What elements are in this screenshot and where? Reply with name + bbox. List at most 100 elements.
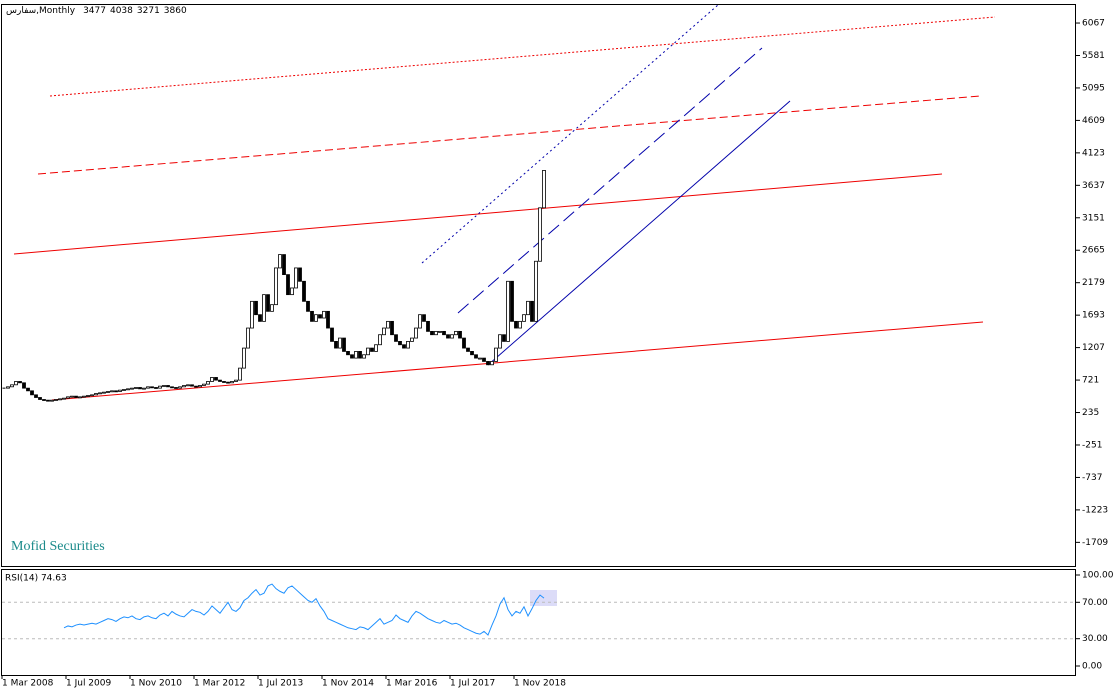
candle	[174, 387, 178, 389]
candle	[146, 386, 150, 389]
x-tick-label: 1 Nov 2010	[130, 679, 182, 689]
candle	[50, 399, 54, 402]
candle	[490, 361, 494, 366]
candle	[478, 357, 482, 360]
candle	[510, 280, 514, 322]
chart-title: سفارس,Monthly 3477 4038 3271 3860	[6, 6, 187, 16]
candle	[386, 320, 390, 329]
candle	[438, 330, 442, 333]
candle	[470, 351, 474, 356]
candle	[390, 320, 394, 336]
candle	[318, 314, 322, 319]
candle	[186, 384, 190, 387]
candle	[382, 327, 386, 336]
candle	[266, 294, 270, 312]
candle	[530, 300, 534, 322]
candle	[330, 327, 334, 342]
candle	[322, 310, 326, 319]
y-tick-label: 5581	[1082, 51, 1105, 61]
candle	[374, 344, 378, 352]
trendline	[13, 173, 943, 255]
candle	[222, 381, 226, 383]
candle	[254, 300, 258, 316]
y-tick-label: 6067	[1082, 19, 1105, 29]
candle	[378, 334, 382, 346]
trendline	[51, 321, 984, 401]
candle	[178, 386, 182, 389]
candle	[398, 340, 402, 346]
candle	[94, 393, 98, 396]
y-tick-label: 1207	[1082, 343, 1105, 353]
candle	[334, 340, 338, 349]
candle	[214, 377, 218, 381]
candle	[206, 381, 210, 385]
candle	[450, 334, 454, 339]
candle	[270, 304, 274, 312]
y-tick-label: 30.00	[1082, 634, 1108, 644]
trendlines	[13, 4, 996, 401]
candle	[62, 397, 66, 400]
y-tick-label: -1709	[1082, 538, 1108, 548]
candle	[358, 351, 362, 359]
ohlc-low: 3271	[137, 6, 160, 16]
candle	[506, 280, 510, 342]
candle	[22, 382, 26, 389]
candle	[418, 314, 422, 329]
candle	[42, 399, 46, 401]
candle	[362, 354, 366, 359]
candle	[198, 385, 202, 388]
candle	[162, 385, 166, 387]
candle	[458, 330, 462, 339]
candle	[46, 399, 50, 402]
candle	[18, 381, 22, 384]
candle	[38, 397, 42, 400]
x-tick-label: 1 Mar 2012	[194, 679, 245, 689]
candle	[78, 396, 82, 399]
candle	[282, 254, 286, 276]
candle	[414, 327, 418, 339]
candle	[66, 396, 70, 399]
candle	[410, 337, 414, 342]
candle	[430, 330, 434, 336]
candle	[234, 379, 238, 382]
x-tick-label: 1 Mar 2008	[2, 679, 54, 689]
y-tick-label: -737	[1082, 473, 1102, 483]
trendline	[487, 100, 791, 366]
candle	[102, 391, 106, 394]
candle	[406, 340, 410, 349]
candle	[250, 300, 254, 329]
candle	[294, 267, 298, 289]
y-tick-label: 4609	[1082, 116, 1105, 126]
candle	[542, 170, 546, 209]
candle	[538, 207, 542, 262]
candle	[110, 390, 114, 393]
candle	[130, 387, 134, 390]
candle	[158, 385, 162, 389]
y-tick-label: 100.00	[1082, 571, 1114, 581]
candle	[138, 387, 142, 390]
candle	[394, 334, 398, 342]
candle	[202, 383, 206, 386]
main-panel	[1, 4, 1076, 567]
candle	[238, 367, 242, 381]
candle	[354, 351, 358, 359]
candle	[366, 347, 370, 356]
candle	[154, 387, 158, 389]
y-tick-label: -251	[1082, 440, 1102, 450]
ohlc-high: 4038	[110, 6, 133, 16]
y-tick-label: 70.00	[1082, 598, 1108, 608]
candle	[14, 381, 18, 386]
y-tick-label: 0.00	[1082, 661, 1102, 671]
candle	[518, 320, 522, 329]
candle	[194, 385, 198, 388]
candle	[370, 347, 374, 352]
trendline	[457, 47, 763, 314]
candle	[514, 320, 518, 329]
candle	[258, 314, 262, 322]
candle	[10, 384, 14, 388]
title: سفارس,Monthly	[6, 6, 76, 16]
rsi-panel	[1, 569, 1076, 676]
candle	[6, 386, 10, 389]
candle	[442, 330, 446, 336]
